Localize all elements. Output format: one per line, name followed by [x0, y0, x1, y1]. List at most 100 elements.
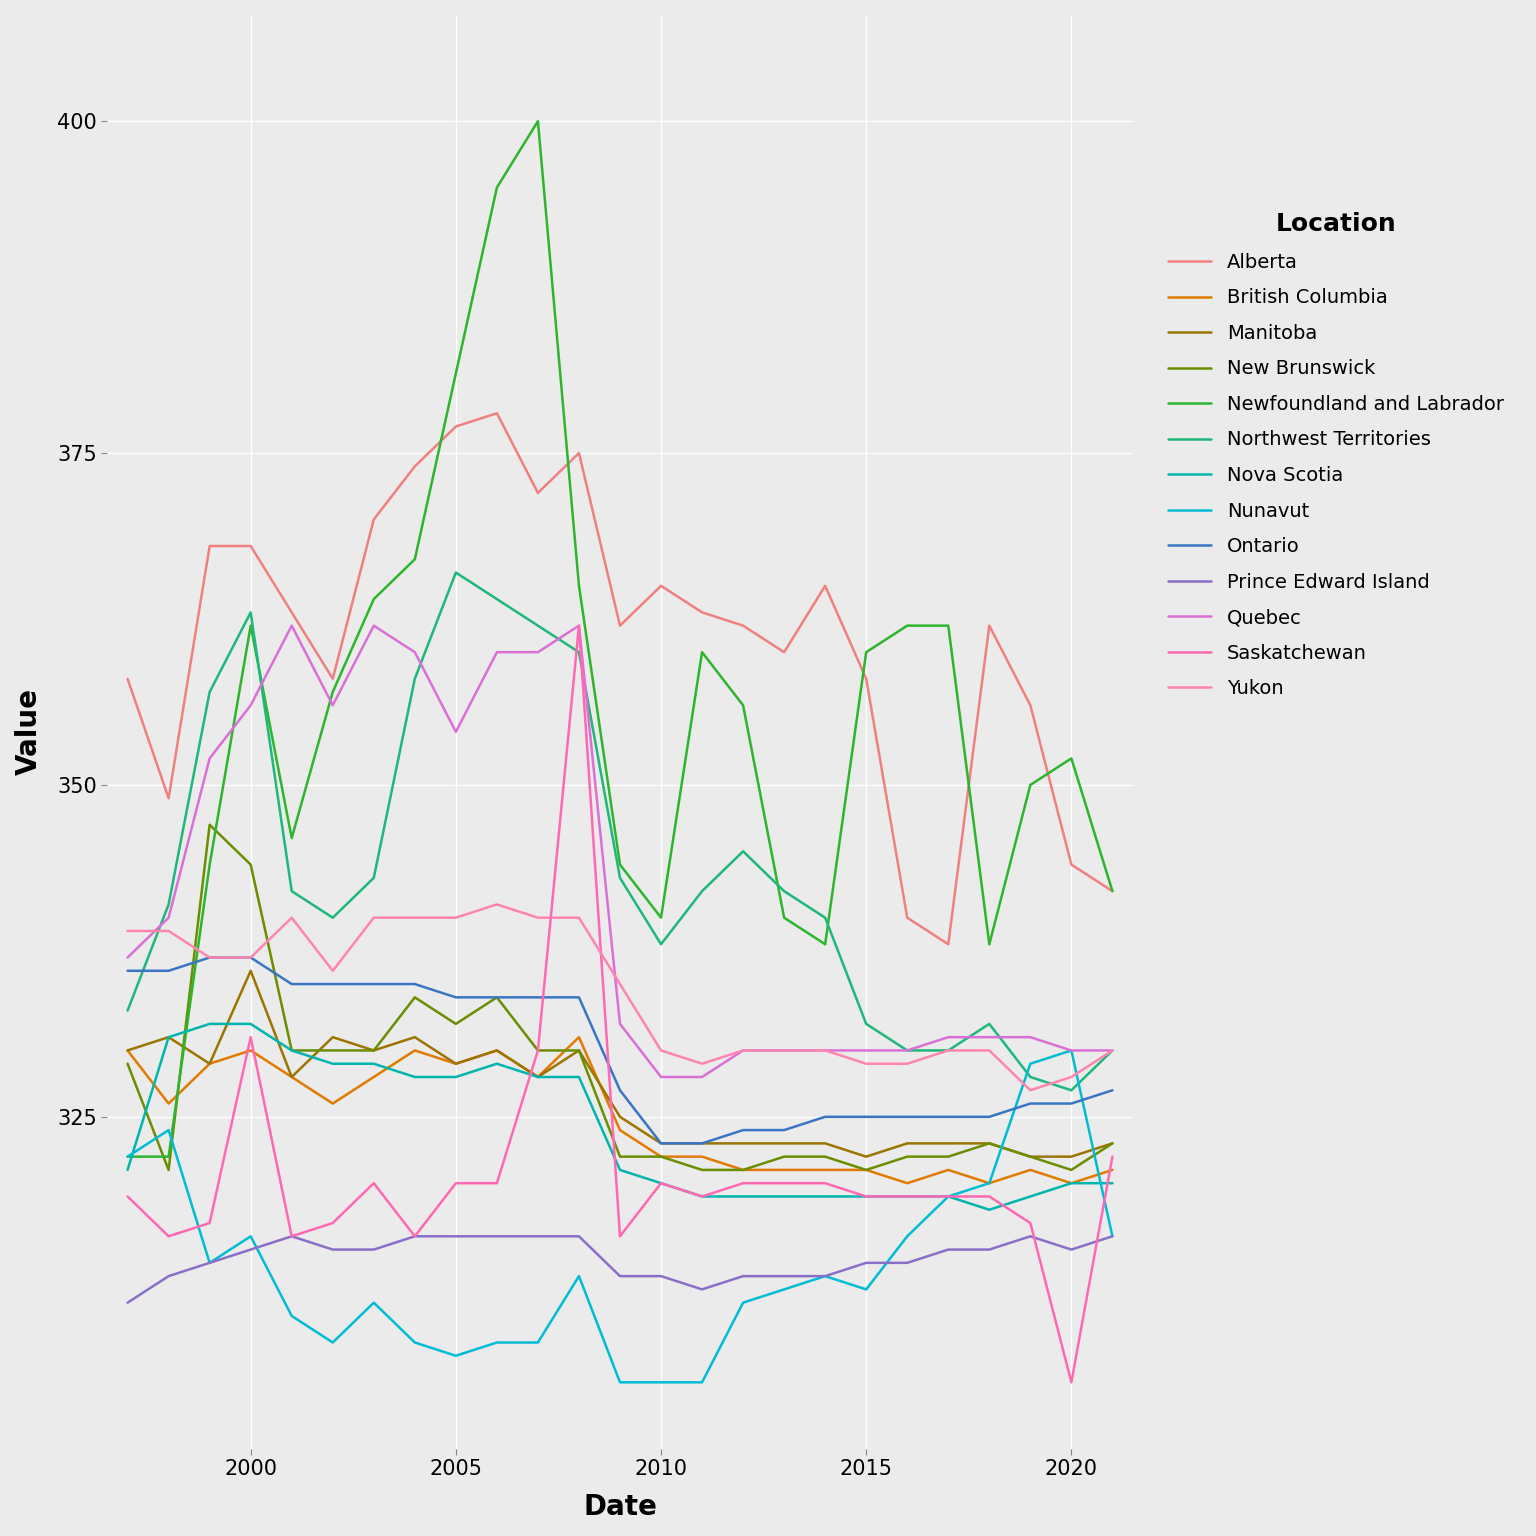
- Saskatchewan: [938, 1187, 957, 1206]
- Saskatchewan: [816, 1174, 834, 1192]
- Nunavut: [816, 1267, 834, 1286]
- Alberta: [857, 670, 876, 688]
- Nova Scotia: [487, 1055, 505, 1074]
- Y-axis label: Value: Value: [15, 688, 43, 776]
- Nova Scotia: [283, 1041, 301, 1060]
- Newfoundland and Labrador: [899, 616, 917, 634]
- Alberta: [1021, 696, 1040, 714]
- British Columbia: [447, 1055, 465, 1074]
- Quebec: [487, 644, 505, 662]
- Manitoba: [283, 1068, 301, 1086]
- Quebec: [447, 722, 465, 740]
- Saskatchewan: [776, 1174, 794, 1192]
- Prince Edward Island: [611, 1267, 630, 1286]
- Prince Edward Island: [324, 1241, 343, 1260]
- Prince Edward Island: [283, 1227, 301, 1246]
- Manitoba: [364, 1041, 382, 1060]
- Manitoba: [776, 1134, 794, 1152]
- Northwest Territories: [1021, 1068, 1040, 1086]
- Alberta: [611, 616, 630, 634]
- Quebec: [364, 616, 382, 634]
- Northwest Territories: [364, 869, 382, 888]
- Quebec: [528, 644, 547, 662]
- Nova Scotia: [160, 1028, 178, 1046]
- Alberta: [1103, 882, 1121, 900]
- Quebec: [857, 1041, 876, 1060]
- Nunavut: [406, 1333, 424, 1352]
- Quebec: [570, 616, 588, 634]
- Line: Alberta: Alberta: [127, 413, 1112, 945]
- Nunavut: [980, 1174, 998, 1192]
- Alberta: [776, 644, 794, 662]
- Newfoundland and Labrador: [406, 550, 424, 568]
- Ontario: [980, 1107, 998, 1126]
- Ontario: [283, 975, 301, 994]
- Yukon: [816, 1041, 834, 1060]
- Nova Scotia: [118, 1161, 137, 1180]
- Saskatchewan: [160, 1227, 178, 1246]
- Manitoba: [160, 1028, 178, 1046]
- Alberta: [364, 510, 382, 528]
- Ontario: [938, 1107, 957, 1126]
- Saskatchewan: [899, 1187, 917, 1206]
- New Brunswick: [200, 816, 218, 834]
- Nunavut: [611, 1373, 630, 1392]
- Newfoundland and Labrador: [324, 684, 343, 702]
- Newfoundland and Labrador: [528, 112, 547, 131]
- New Brunswick: [734, 1161, 753, 1180]
- Northwest Territories: [324, 908, 343, 926]
- Nunavut: [1063, 1041, 1081, 1060]
- Ontario: [899, 1107, 917, 1126]
- Alberta: [980, 616, 998, 634]
- British Columbia: [364, 1068, 382, 1086]
- New Brunswick: [816, 1147, 834, 1166]
- Nunavut: [283, 1307, 301, 1326]
- Yukon: [570, 908, 588, 926]
- Quebec: [200, 750, 218, 768]
- New Brunswick: [980, 1134, 998, 1152]
- Nova Scotia: [776, 1187, 794, 1206]
- Quebec: [611, 1015, 630, 1034]
- Line: New Brunswick: New Brunswick: [127, 825, 1112, 1170]
- British Columbia: [776, 1161, 794, 1180]
- Prince Edward Island: [734, 1267, 753, 1286]
- Manitoba: [487, 1041, 505, 1060]
- Northwest Territories: [938, 1041, 957, 1060]
- Northwest Territories: [899, 1041, 917, 1060]
- Ontario: [528, 988, 547, 1006]
- Prince Edward Island: [776, 1267, 794, 1286]
- Prince Edward Island: [1103, 1227, 1121, 1246]
- British Columbia: [241, 1041, 260, 1060]
- Alberta: [118, 670, 137, 688]
- Prince Edward Island: [447, 1227, 465, 1246]
- Nunavut: [693, 1373, 711, 1392]
- Prince Edward Island: [406, 1227, 424, 1246]
- British Columbia: [528, 1068, 547, 1086]
- Alberta: [241, 536, 260, 554]
- Yukon: [1063, 1068, 1081, 1086]
- Yukon: [651, 1041, 670, 1060]
- British Columbia: [693, 1147, 711, 1166]
- Saskatchewan: [1021, 1213, 1040, 1232]
- Nova Scotia: [1103, 1174, 1121, 1192]
- Ontario: [734, 1121, 753, 1140]
- Prince Edward Island: [200, 1253, 218, 1272]
- British Columbia: [324, 1094, 343, 1112]
- Alberta: [528, 484, 547, 502]
- Yukon: [406, 908, 424, 926]
- Ontario: [324, 975, 343, 994]
- Manitoba: [570, 1041, 588, 1060]
- Manitoba: [980, 1134, 998, 1152]
- Ontario: [1103, 1081, 1121, 1100]
- Prince Edward Island: [528, 1227, 547, 1246]
- Ontario: [1021, 1094, 1040, 1112]
- Line: Prince Edward Island: Prince Edward Island: [127, 1236, 1112, 1303]
- Line: British Columbia: British Columbia: [127, 1037, 1112, 1183]
- Yukon: [364, 908, 382, 926]
- Quebec: [776, 1041, 794, 1060]
- Quebec: [406, 644, 424, 662]
- Northwest Territories: [200, 684, 218, 702]
- Prince Edward Island: [118, 1293, 137, 1312]
- Line: Yukon: Yukon: [127, 905, 1112, 1091]
- Line: Newfoundland and Labrador: Newfoundland and Labrador: [127, 121, 1112, 1157]
